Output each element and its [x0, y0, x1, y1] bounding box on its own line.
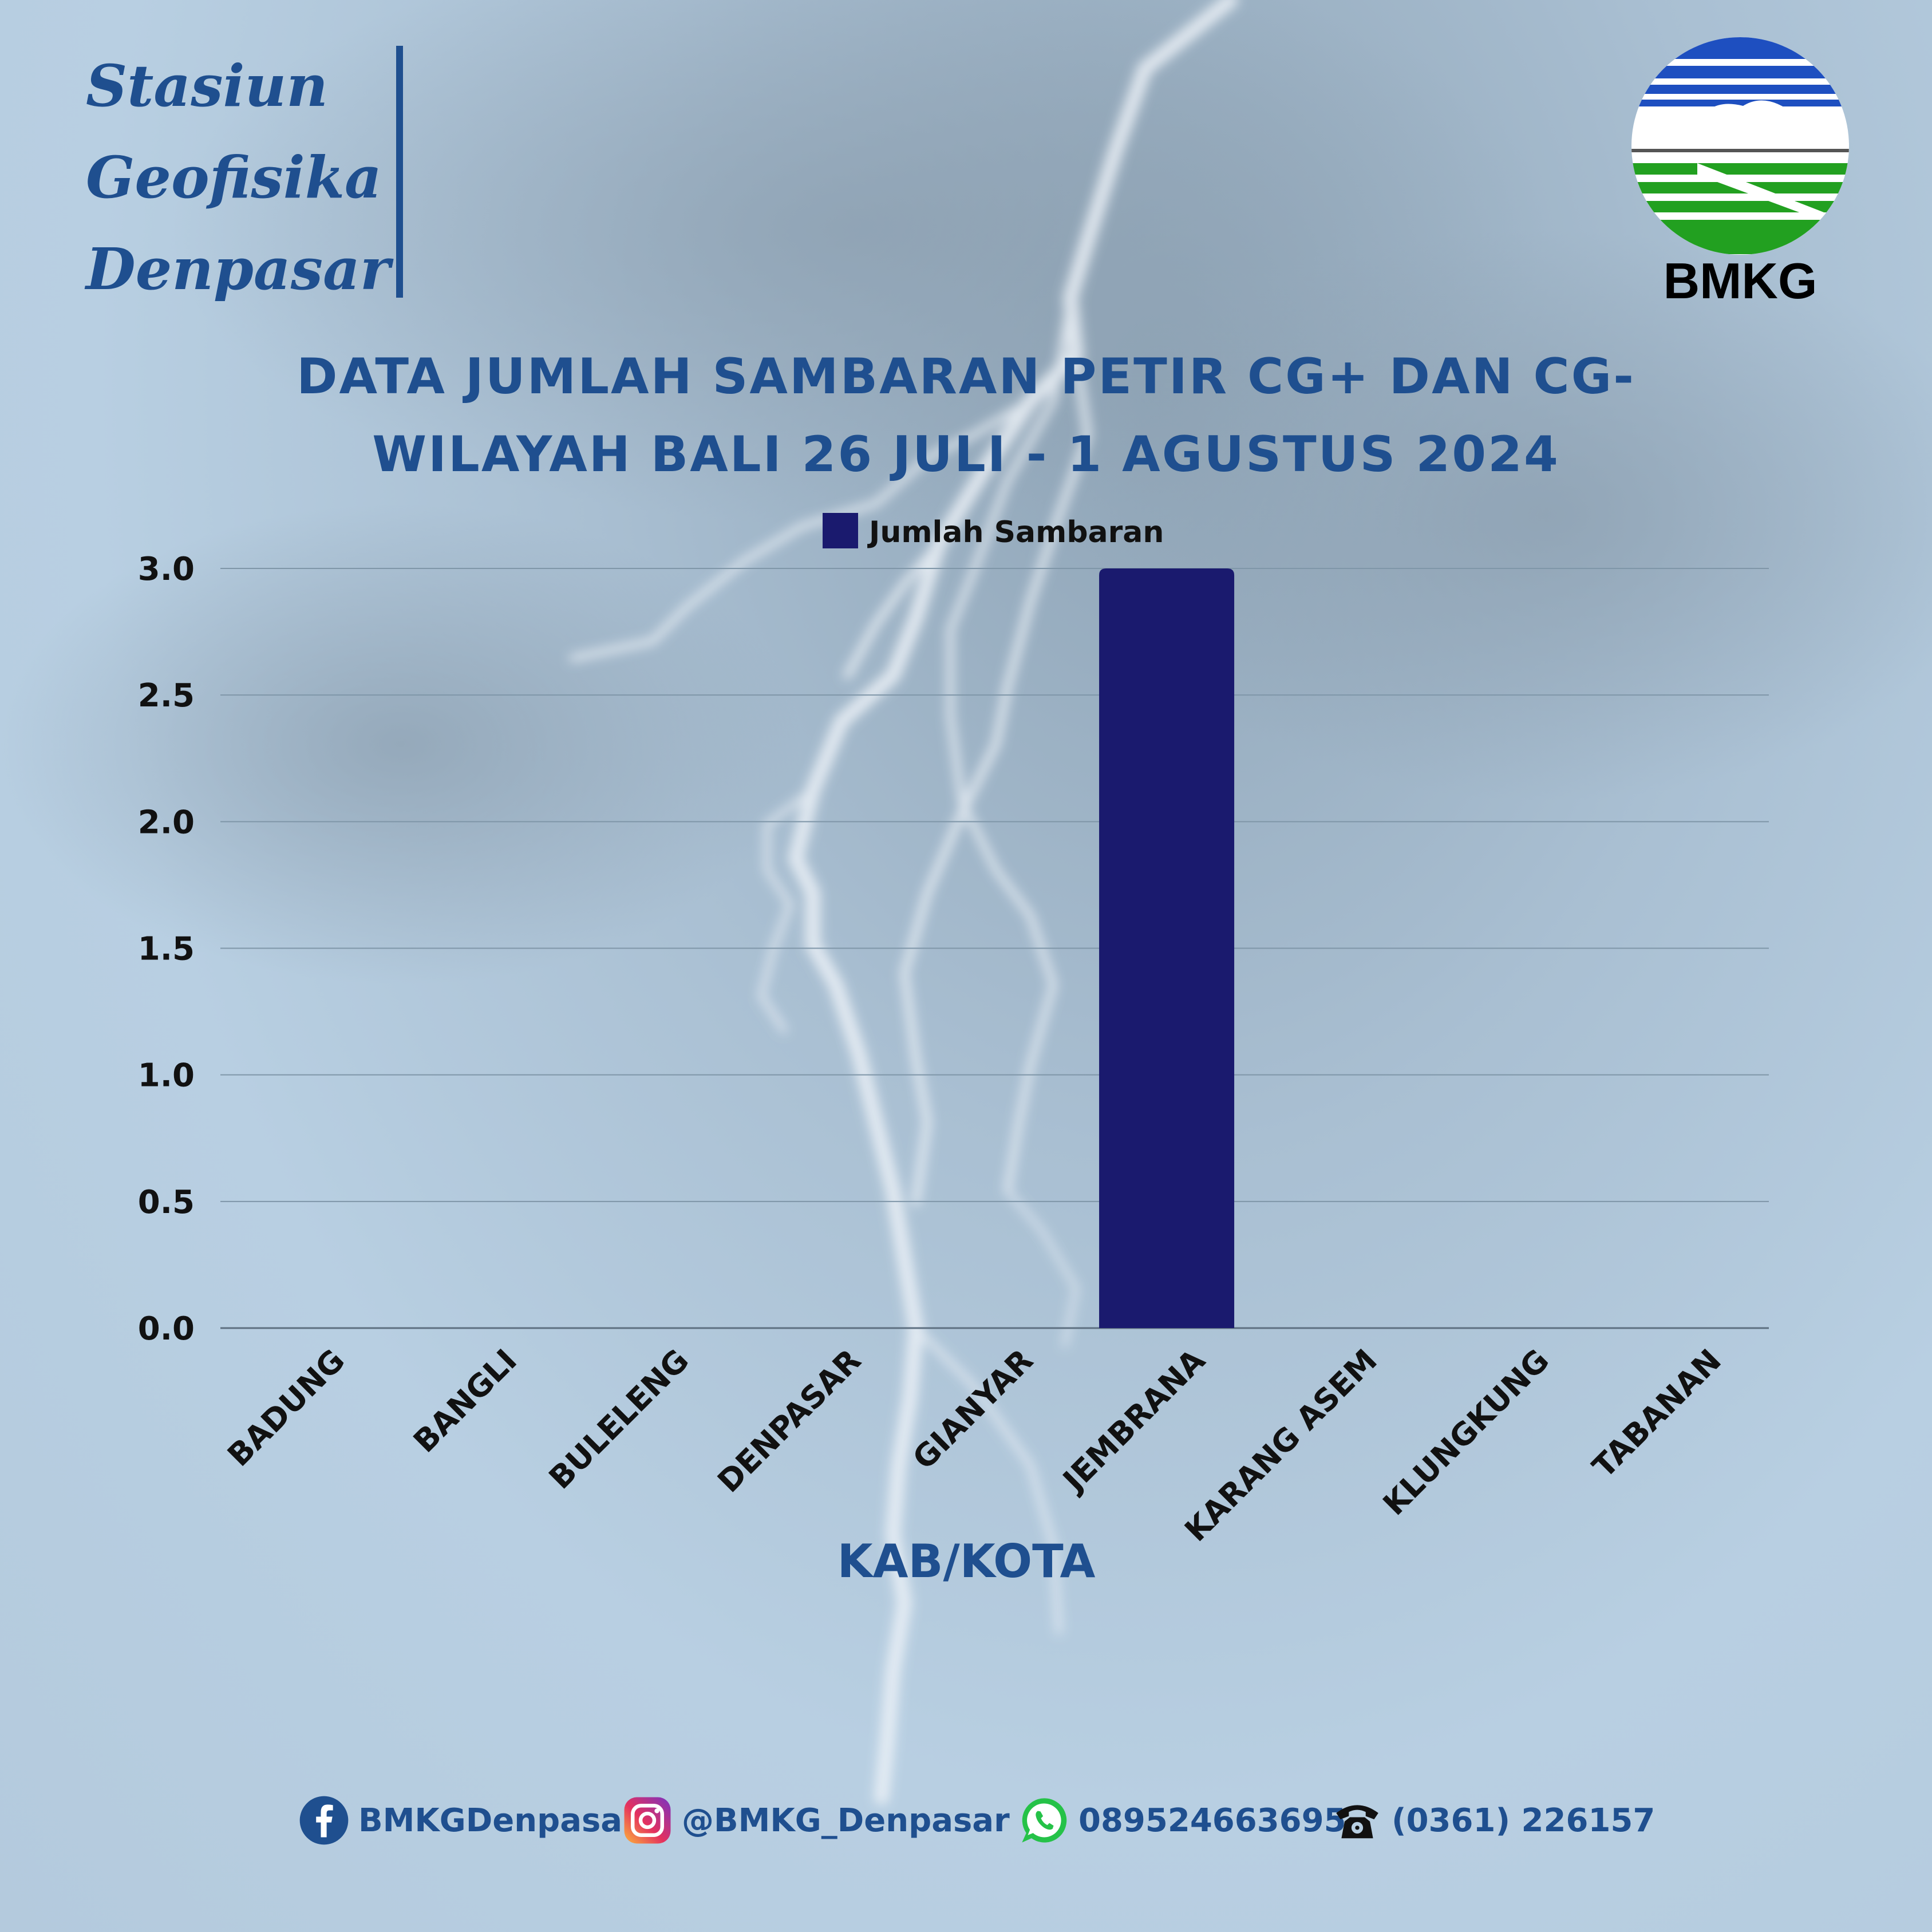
station-line-3: Denpasar: [86, 235, 390, 303]
y-tick-label: 1.0: [138, 1057, 195, 1095]
facebook-icon: [299, 1796, 349, 1845]
footer-telephone[interactable]: (0361) 226157: [1331, 1792, 1655, 1849]
footer-facebook-text: BMKGDenpasar: [358, 1801, 638, 1839]
lightning-bolt: [569, 0, 1238, 1805]
x-tick-label: JEMBRANA: [1054, 1342, 1212, 1499]
footer-telephone-text: (0361) 226157: [1392, 1801, 1656, 1839]
station-name: Stasiun Geofisika Denpasar: [86, 40, 390, 315]
bmkg-logo: [1631, 37, 1849, 255]
y-tick-label: 0.5: [138, 1184, 195, 1221]
y-tick-label: 1.5: [138, 931, 195, 968]
x-tick-label: KLUNGKUNG: [1376, 1342, 1556, 1523]
chart-title-line-1: DATA JUMLAH SAMBARAN PETIR CG+ DAN CG-: [297, 348, 1635, 405]
x-tick-label: BADUNG: [220, 1342, 351, 1473]
y-tick-label: 3.0: [138, 551, 195, 588]
chart-title-line-2: WILAYAH BALI 26 JULI - 1 AGUSTUS 2024: [372, 426, 1560, 483]
whatsapp-icon: [1022, 1798, 1067, 1843]
x-tick-label: BULELENG: [542, 1342, 696, 1496]
x-tick-label: BANGLI: [406, 1342, 524, 1460]
x-tick-label: KARANG ASEM: [1178, 1342, 1384, 1548]
header-divider: [396, 46, 403, 298]
x-axis-ticks: BADUNG BANGLI BULELENG DENPASAR GIANYAR JEMBR…: [220, 1342, 1728, 1548]
gridlines: [220, 568, 1769, 1329]
y-axis-ticks: 0.0 0.5 1.0 1.5 2.0 2.5 3.0: [138, 551, 195, 1348]
x-tick-label: TABANAN: [1586, 1342, 1728, 1485]
footer-facebook[interactable]: BMKGDenpasar: [298, 1792, 638, 1849]
legend-swatch: [823, 513, 858, 548]
x-tick-label: GIANYAR: [906, 1342, 1040, 1477]
footer-instagram[interactable]: @BMKG_Denpasar: [621, 1792, 1010, 1849]
station-line-2: Geofisika: [86, 144, 382, 211]
footer-whatsapp-text: 089524663695: [1078, 1801, 1346, 1839]
telephone-icon: [1336, 1805, 1378, 1839]
legend-label: Jumlah Sambaran: [867, 515, 1164, 550]
y-tick-label: 2.0: [138, 804, 195, 841]
footer-whatsapp[interactable]: 089524663695: [1018, 1792, 1346, 1849]
legend: Jumlah Sambaran: [823, 513, 1164, 550]
footer-instagram-text: @BMKG_Denpasar: [682, 1801, 1010, 1839]
chart-title: DATA JUMLAH SAMBARAN PETIR CG+ DAN CG- W…: [0, 338, 1932, 493]
station-line-1: Stasiun: [86, 52, 328, 120]
bars: [1099, 568, 1235, 1328]
logo-text: BMKG: [1663, 252, 1818, 309]
instagram-icon: [624, 1797, 671, 1844]
y-tick-label: 2.5: [138, 677, 195, 714]
x-tick-label: DENPASAR: [710, 1342, 868, 1500]
x-axis-title: KAB/KOTA: [837, 1535, 1096, 1588]
footer: BMKGDenpasar @BMKG_Denpasar 089524663695: [0, 1792, 1932, 1849]
y-tick-label: 0.0: [138, 1310, 195, 1348]
bar: [1099, 568, 1235, 1328]
